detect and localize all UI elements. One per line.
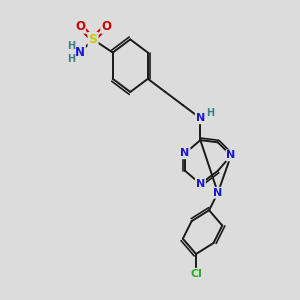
Text: H: H [67,41,75,51]
Text: N: N [196,179,205,189]
Text: N: N [180,148,190,158]
Text: H: H [67,54,75,64]
Text: Cl: Cl [190,269,202,279]
Text: N: N [75,46,85,59]
Text: N: N [196,113,205,123]
Text: O: O [75,20,85,33]
Text: N: N [226,151,236,160]
Text: O: O [101,20,111,33]
Text: S: S [88,33,98,46]
Text: N: N [213,188,223,198]
Text: H: H [206,108,214,118]
